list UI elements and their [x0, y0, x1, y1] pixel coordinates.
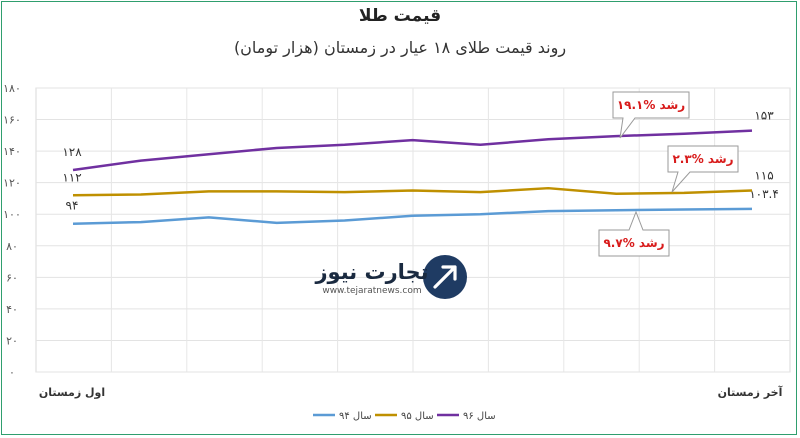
y-tick-label: ۲۰	[6, 334, 18, 347]
y-tick-label: ۰	[9, 366, 15, 379]
annotation-callout	[612, 91, 690, 139]
y-tick-label: ۱۴۰	[3, 145, 21, 158]
legend-item-label: سال ۹۴	[339, 411, 372, 422]
chart-subtitle: روند قیمت طلای ۱۸ عیار در زمستان (هزار ت…	[233, 38, 567, 57]
arrow-icon	[433, 265, 457, 289]
chart-title: قیمت طلا	[358, 6, 442, 26]
data-label-end: ۱۱۵	[754, 169, 773, 183]
y-tick-label: ۱۶۰	[3, 114, 21, 127]
series-line	[72, 207, 753, 225]
x-start-label: اول زمستان	[39, 386, 105, 399]
data-label-start: ۹۴	[66, 199, 79, 213]
annotation-callout	[667, 145, 739, 193]
y-tick-label: ۱۲۰	[3, 177, 21, 190]
y-tick-label: ۶۰	[6, 271, 18, 284]
data-label-end: ۱۰۳.۴	[749, 187, 779, 201]
y-tick-label: ۱۸۰	[3, 82, 21, 95]
data-label-start: ۱۲۸	[62, 145, 82, 159]
data-label-end: ۱۵۳	[754, 109, 774, 123]
series-line	[72, 129, 753, 172]
annotation-callout	[598, 210, 670, 257]
watermark-url: www.tejaratnews.com	[322, 286, 421, 296]
y-tick-label: ۱۰۰	[3, 208, 21, 221]
y-tick-label: ۴۰	[6, 303, 18, 316]
annotation-text: رشد %۱۹.۱	[617, 98, 685, 112]
x-end-label: آخر زمستان	[718, 385, 783, 399]
legend-item-label: سال ۹۶	[463, 411, 496, 422]
watermark-brand: تجارت نیوز	[314, 260, 428, 284]
legend-item-label: سال ۹۵	[401, 411, 434, 422]
y-tick-label: ۸۰	[6, 240, 18, 253]
series-line	[72, 186, 753, 197]
data-label-start: ۱۱۲	[62, 170, 81, 184]
annotation-text: رشد %۹.۷	[603, 236, 664, 250]
annotation-text: رشد %۲.۳	[672, 152, 733, 166]
